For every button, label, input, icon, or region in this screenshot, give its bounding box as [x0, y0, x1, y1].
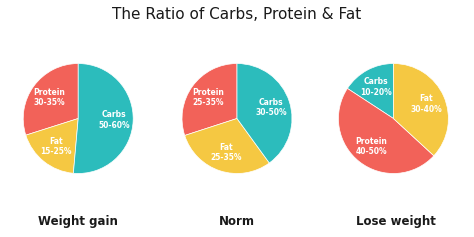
Wedge shape — [23, 64, 78, 135]
Text: Carbs
50-60%: Carbs 50-60% — [98, 110, 130, 130]
Text: Fat
25-35%: Fat 25-35% — [210, 143, 242, 162]
Text: Carbs
30-50%: Carbs 30-50% — [255, 98, 287, 117]
Wedge shape — [393, 64, 448, 156]
Wedge shape — [338, 88, 434, 173]
Wedge shape — [347, 64, 393, 118]
Wedge shape — [73, 64, 133, 173]
Text: Protein
30-35%: Protein 30-35% — [34, 88, 65, 107]
Text: Protein
40-50%: Protein 40-50% — [356, 137, 387, 156]
Wedge shape — [237, 64, 292, 163]
Wedge shape — [185, 118, 269, 173]
Text: Protein
25-35%: Protein 25-35% — [192, 88, 224, 107]
Text: Weight gain: Weight gain — [38, 214, 118, 228]
Text: Fat
15-25%: Fat 15-25% — [40, 137, 72, 156]
Wedge shape — [26, 118, 78, 173]
Text: Norm: Norm — [219, 214, 255, 228]
Text: Lose weight: Lose weight — [356, 214, 436, 228]
Text: Fat
30-40%: Fat 30-40% — [410, 94, 442, 114]
Wedge shape — [182, 64, 237, 136]
Text: The Ratio of Carbs, Protein & Fat: The Ratio of Carbs, Protein & Fat — [112, 7, 362, 22]
Text: Carbs
10-20%: Carbs 10-20% — [361, 77, 392, 97]
